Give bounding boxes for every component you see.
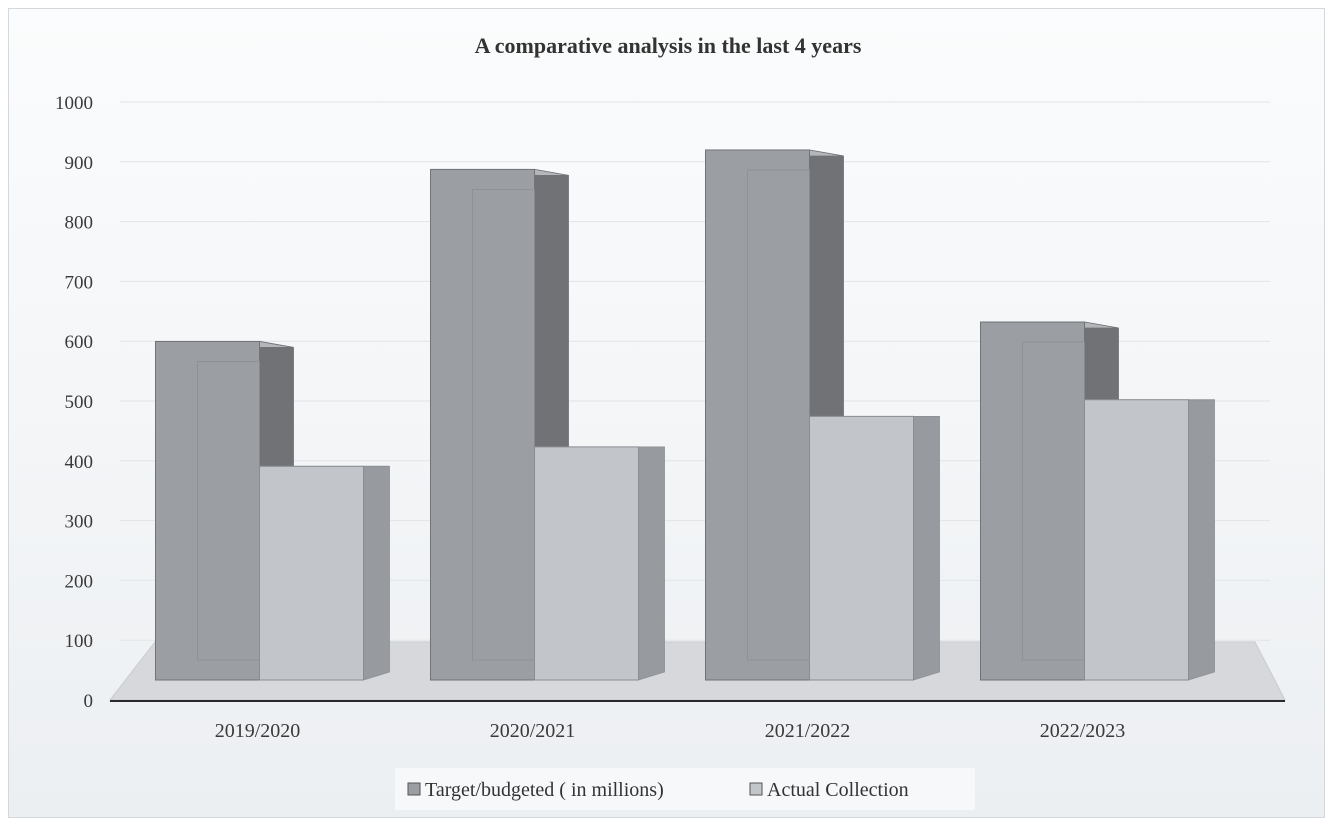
y-tick-label: 300 — [65, 512, 94, 533]
bar-actual-side — [913, 415, 940, 681]
legend-swatch — [749, 782, 763, 796]
y-axis: 0 100 200 300 400 500 600 700 800 900 1000 — [55, 93, 93, 712]
y-tick-label: 0 — [84, 691, 94, 712]
y-tick-label: 700 — [65, 272, 94, 293]
x-axis: 2019/2020 2020/2021 2021/2022 2022/2023 — [215, 720, 1126, 742]
legend-label: Target/budgeted ( in millions) — [425, 779, 664, 801]
y-tick-label: 200 — [65, 571, 94, 592]
legend-label: Actual Collection — [767, 779, 909, 801]
x-tick-label: 2022/2023 — [1040, 720, 1126, 742]
bar-actual-side — [1188, 399, 1215, 681]
legend-swatch — [407, 782, 421, 796]
y-tick-label: 1000 — [55, 93, 93, 114]
y-tick-label: 100 — [65, 631, 94, 652]
bar-actual-side — [638, 446, 665, 681]
bar-actual-side — [363, 465, 390, 681]
y-tick-label: 900 — [65, 153, 94, 174]
y-tick-label: 500 — [65, 392, 94, 413]
y-tick-label: 800 — [65, 213, 94, 234]
bar-target — [155, 340, 260, 681]
bar-target — [430, 168, 535, 681]
bars — [155, 149, 1215, 681]
legend-box — [395, 768, 975, 810]
legend: Target/budgeted ( in millions) Actual Col… — [395, 768, 975, 810]
x-tick-label: 2020/2021 — [490, 720, 576, 742]
bar-actual — [259, 465, 364, 681]
bar-actual — [1084, 399, 1189, 681]
bar-actual — [534, 446, 639, 681]
bar-target-edge — [472, 188, 535, 661]
bar-actual — [809, 415, 914, 681]
bar-target — [705, 149, 810, 681]
bar-target-edge — [747, 169, 810, 661]
bar-target — [980, 321, 1085, 681]
x-tick-label: 2019/2020 — [215, 720, 301, 742]
chart-title: A comparative analysis in the last 4 yea… — [475, 33, 862, 58]
x-tick-label: 2021/2022 — [765, 720, 851, 742]
y-tick-label: 600 — [65, 332, 94, 353]
y-tick-label: 400 — [65, 452, 94, 473]
